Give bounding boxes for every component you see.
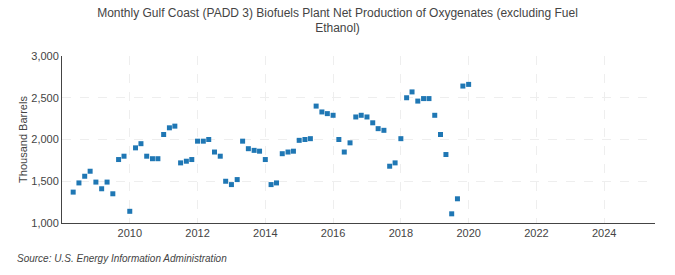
svg-text:2024: 2024	[592, 227, 616, 239]
svg-text:1,500: 1,500	[31, 175, 59, 187]
svg-text:2018: 2018	[389, 227, 413, 239]
svg-text:1,000: 1,000	[31, 217, 59, 229]
svg-text:2022: 2022	[524, 227, 548, 239]
svg-text:2016: 2016	[321, 227, 345, 239]
svg-text:2,500: 2,500	[31, 92, 59, 104]
svg-text:2,000: 2,000	[31, 133, 59, 145]
svg-text:Thousand Barrels: Thousand Barrels	[17, 96, 29, 183]
svg-text:2012: 2012	[185, 227, 209, 239]
svg-text:2014: 2014	[253, 227, 277, 239]
svg-text:2010: 2010	[118, 227, 142, 239]
svg-text:2020: 2020	[456, 227, 480, 239]
svg-text:Source: U.S. Energy Informatio: Source: U.S. Energy Information Administ…	[17, 253, 227, 264]
svg-text:Monthly Gulf Coast (PADD 3) Bi: Monthly Gulf Coast (PADD 3) Biofuels Pla…	[97, 6, 578, 36]
svg-text:3,000: 3,000	[31, 50, 59, 62]
